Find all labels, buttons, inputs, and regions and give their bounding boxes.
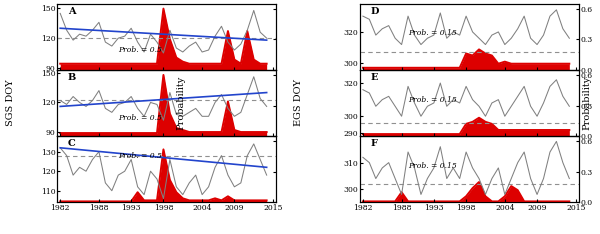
Text: B: B bbox=[68, 73, 76, 82]
Text: Probability: Probability bbox=[176, 76, 186, 130]
Text: C: C bbox=[68, 139, 76, 148]
Text: A: A bbox=[68, 7, 76, 16]
Text: Prob. = 0.15: Prob. = 0.15 bbox=[408, 96, 457, 104]
Text: F: F bbox=[371, 139, 377, 148]
Text: Prob. = 0.5: Prob. = 0.5 bbox=[118, 152, 162, 160]
Text: Prob. = 0.15: Prob. = 0.15 bbox=[408, 29, 457, 37]
Text: Probability: Probability bbox=[582, 76, 592, 130]
Text: SGS DOY: SGS DOY bbox=[6, 80, 16, 126]
Text: Prob. = 0.15: Prob. = 0.15 bbox=[408, 162, 457, 170]
Text: D: D bbox=[371, 7, 379, 16]
Text: EGS DOY: EGS DOY bbox=[294, 80, 303, 126]
Text: E: E bbox=[371, 73, 378, 82]
Text: Prob. = 0.5: Prob. = 0.5 bbox=[118, 113, 162, 121]
Text: Prob. = 0.5: Prob. = 0.5 bbox=[118, 46, 162, 54]
